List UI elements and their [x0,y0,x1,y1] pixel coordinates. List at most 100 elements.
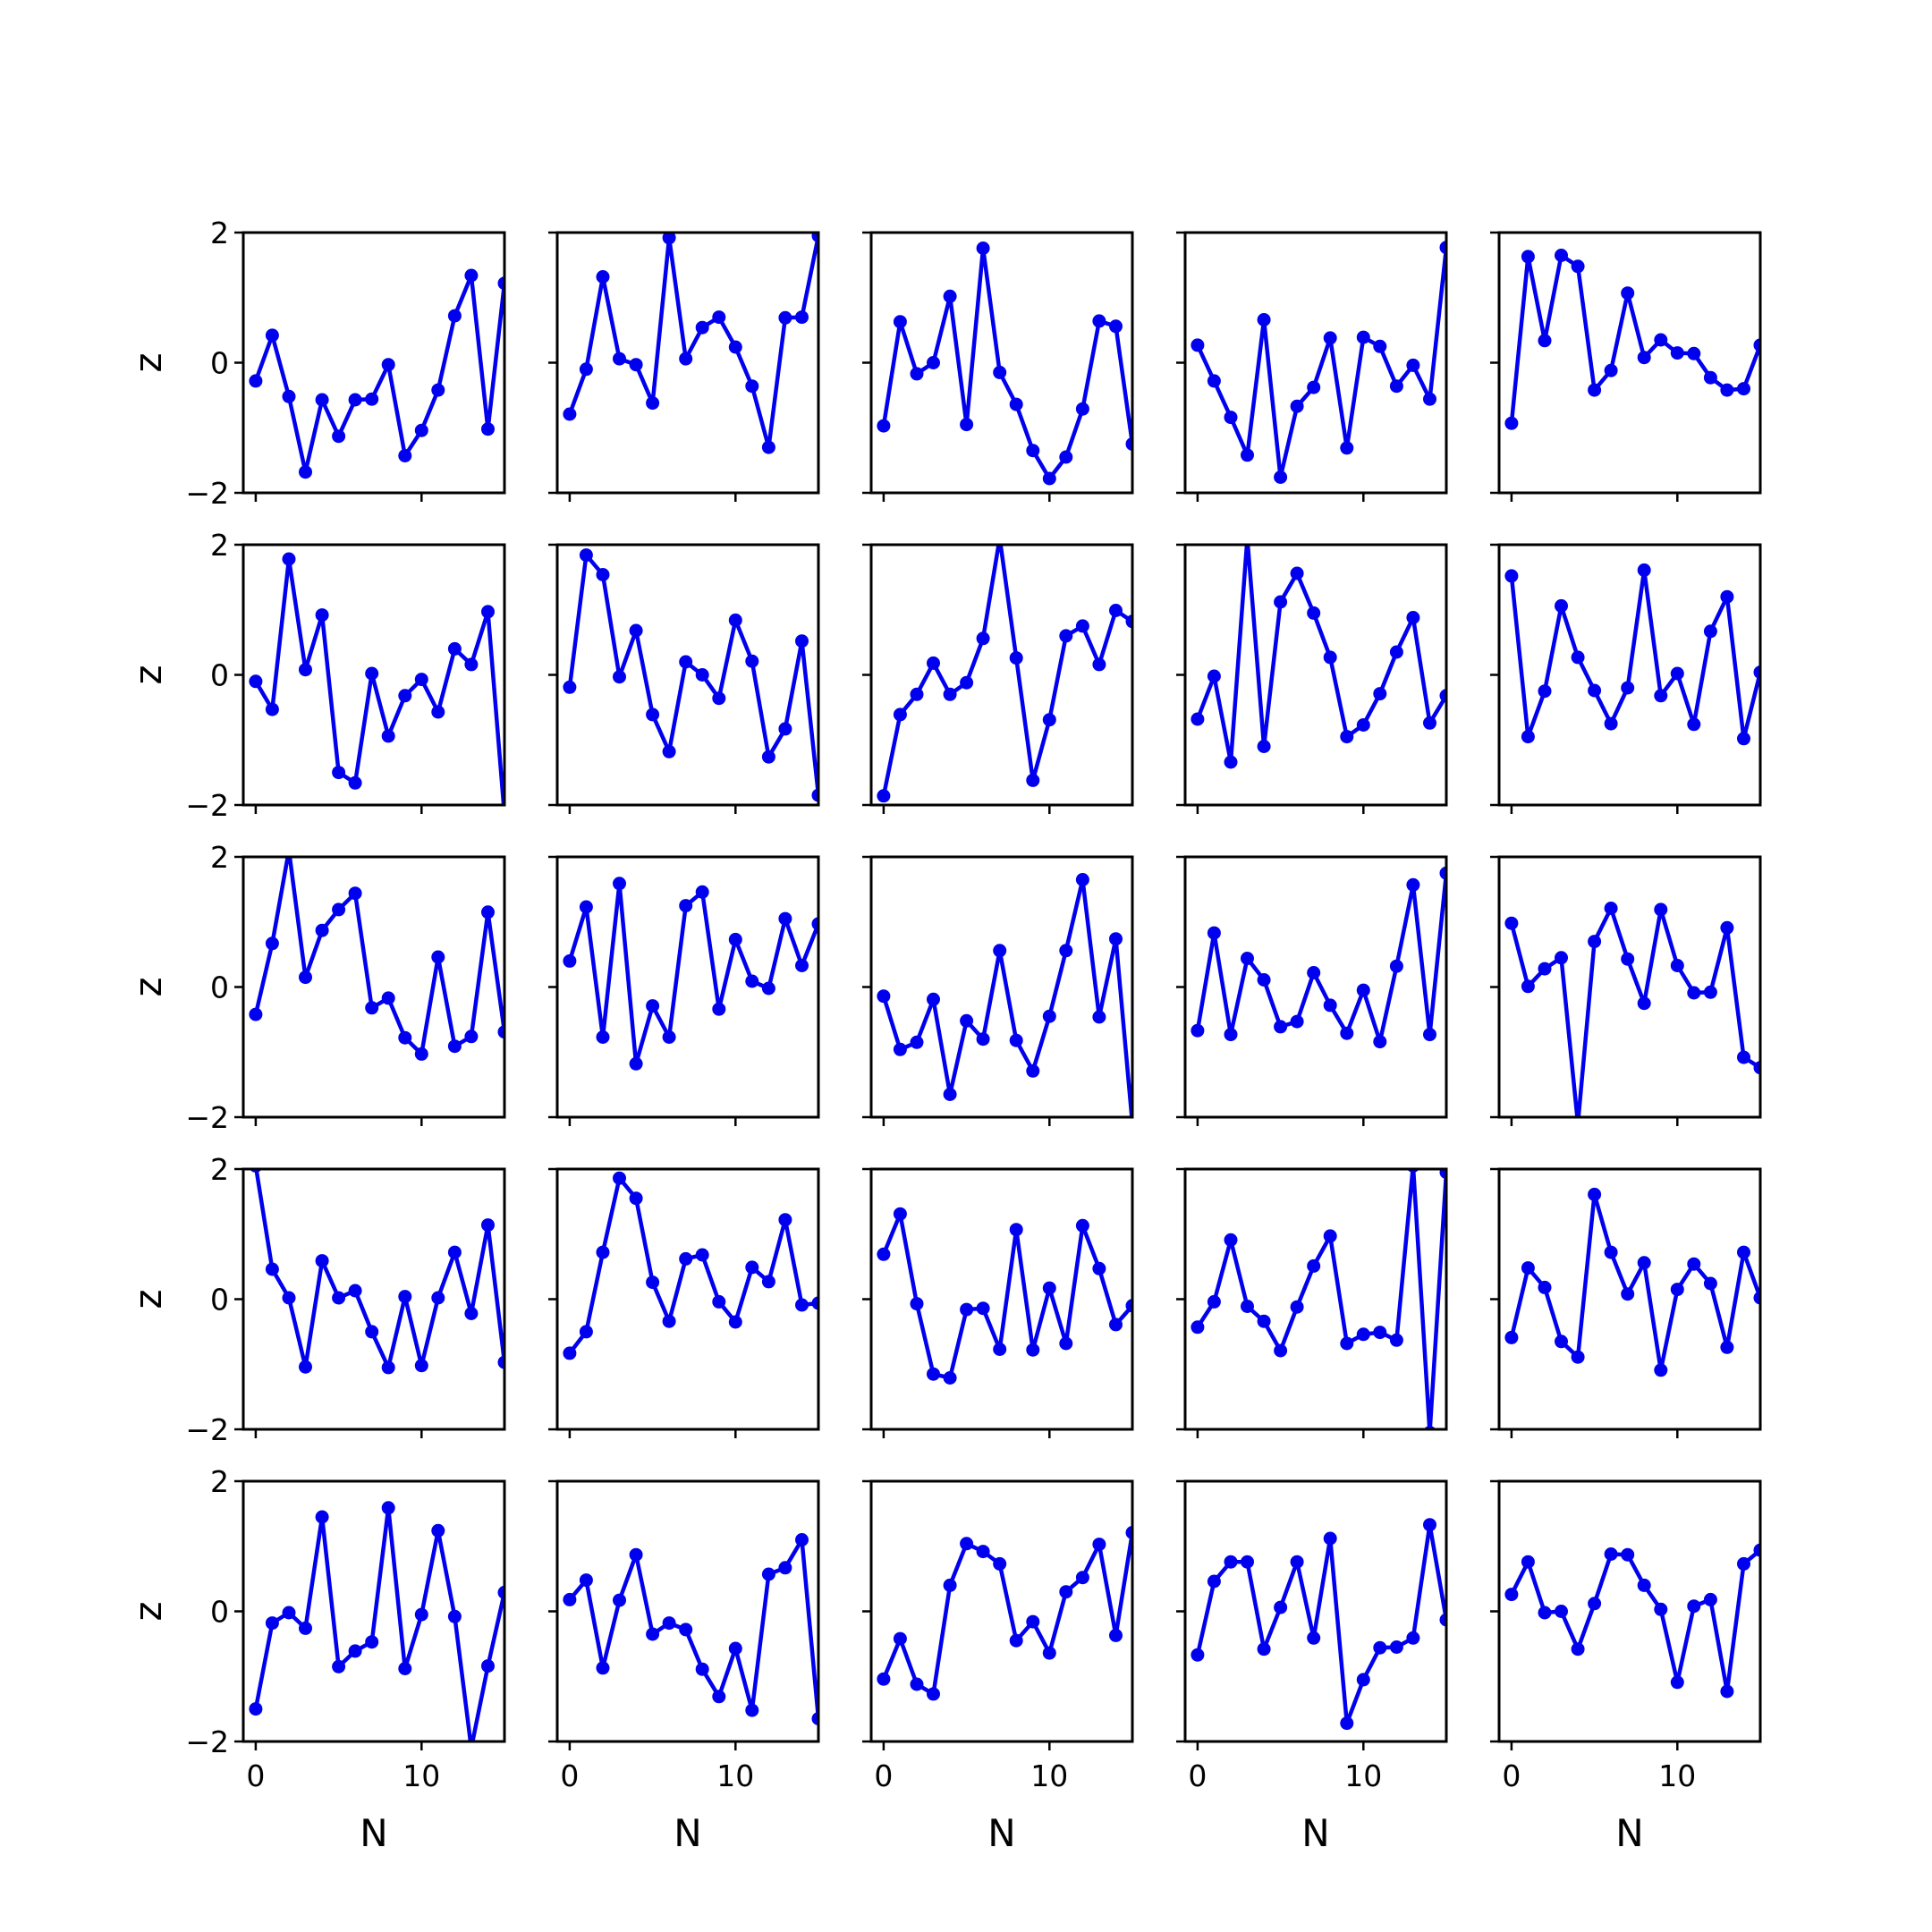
data-point [1637,351,1651,365]
data-point [778,722,792,736]
data-point [1241,448,1254,462]
data-point [646,999,660,1013]
data-point [315,1510,329,1524]
data-point [1026,1614,1040,1629]
data-point [1340,441,1354,455]
data-point [1588,1597,1602,1611]
data-point [348,393,362,407]
panel-4-1: −2 0 2 z [126,1152,506,1447]
series-group [1191,545,1446,769]
panel-2-5 [1490,543,1762,814]
y-tick-label: 2 [210,216,229,250]
data-point [579,362,593,377]
x-tick-label: 10 [1658,1758,1696,1793]
data-point [332,429,346,444]
data-point [1092,1010,1106,1024]
data-point [1340,1716,1354,1731]
data-point [1703,1592,1717,1606]
data-point [613,352,626,366]
series-group [1504,1187,1760,1377]
x-axis-label: N [1615,1811,1643,1855]
y-tick-label: 2 [210,528,229,563]
data-point [1654,902,1668,917]
data-point [1042,1009,1056,1023]
data-point [1373,339,1387,353]
series-line [253,273,504,474]
data-point [745,1260,759,1275]
data-point [976,1032,990,1046]
data-point [1670,346,1684,360]
data-point [1637,563,1651,577]
data-point [943,1088,957,1101]
data-point [1670,959,1684,972]
data-point [1125,614,1132,629]
y-axis-label: z [126,977,170,996]
data-point [563,1592,577,1606]
data-point [464,268,479,283]
data-point [662,744,676,758]
series-line [1509,253,1760,424]
data-point [381,729,395,743]
y-axis-label: z [126,1289,170,1309]
data-point [629,358,643,372]
data-point [1555,249,1568,262]
data-point [265,1616,279,1631]
data-point [1257,973,1271,987]
y-tick-label: 0 [210,346,229,381]
panel-3-3 [862,855,1134,1126]
data-point [629,1191,643,1206]
data-point [1290,566,1304,580]
data-point [1026,1063,1040,1078]
data-point [1654,333,1668,347]
series-group [1191,1169,1446,1429]
series-group [877,1207,1132,1385]
data-point [927,992,940,1006]
data-point [662,1314,676,1328]
data-point [1737,732,1750,746]
data-point [249,1007,263,1021]
data-point [431,1291,445,1305]
data-point [1621,952,1635,966]
data-point [579,548,593,563]
data-point [1737,1556,1750,1571]
data-point [960,1013,974,1028]
data-point [1753,1543,1760,1557]
data-point [778,310,792,325]
series-line [1195,1522,1446,1725]
data-point [1389,379,1403,394]
data-point [893,315,907,329]
data-point [1207,669,1221,683]
data-point [1257,313,1271,326]
data-point [1521,1555,1535,1569]
data-point [893,1207,907,1221]
data-point [563,1346,577,1360]
panel-5-3: 0 10 N [862,1479,1134,1855]
series-group [563,1533,818,1725]
series-group [1191,866,1446,1049]
data-point [332,1659,346,1674]
x-tick-label: 10 [402,1758,440,1793]
data-point [398,449,412,462]
data-point [679,1251,693,1266]
data-point [365,1325,379,1339]
data-point [1504,1588,1519,1602]
data-point [1406,358,1420,372]
data-point [712,1690,726,1704]
data-point [1521,250,1535,264]
x-tick-label: 0 [1502,1758,1521,1793]
data-point [1059,1585,1073,1599]
panel-3-2 [548,855,820,1126]
data-point [927,1687,940,1701]
data-point [1588,1187,1602,1201]
data-point [1075,619,1089,633]
x-tick-label: 10 [1344,1758,1382,1793]
data-point [745,379,759,394]
data-point [745,974,759,988]
panel-3-4 [1176,855,1448,1126]
data-point [1340,730,1354,744]
data-point [646,708,660,722]
data-point [1504,569,1519,583]
data-point [712,691,726,706]
data-point [265,1262,279,1276]
data-point [1109,932,1123,946]
